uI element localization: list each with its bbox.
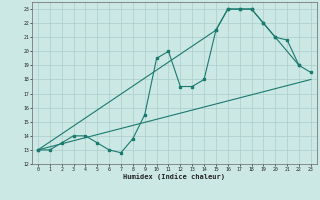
X-axis label: Humidex (Indice chaleur): Humidex (Indice chaleur) — [124, 173, 225, 180]
